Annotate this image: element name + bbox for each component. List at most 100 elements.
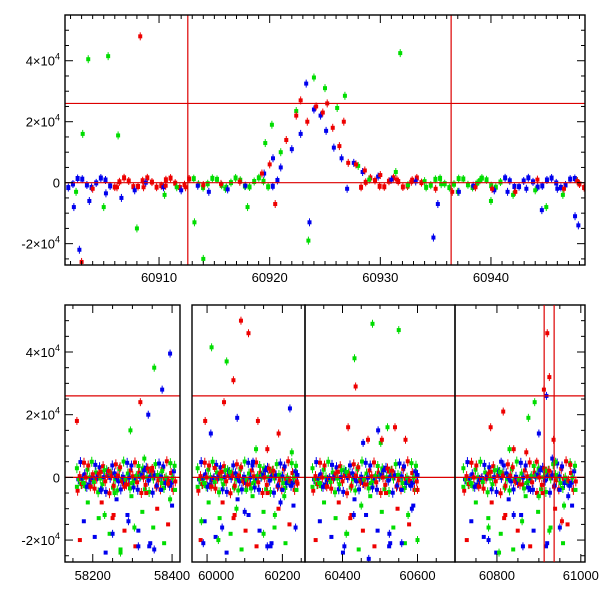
series-2 xyxy=(524,448,529,457)
data-point xyxy=(338,464,343,469)
data-point xyxy=(198,538,203,543)
data-point xyxy=(216,538,221,543)
data-point xyxy=(273,202,278,207)
data-point xyxy=(368,463,373,468)
data-point xyxy=(560,464,565,469)
data-point xyxy=(393,170,398,175)
data-point xyxy=(562,481,567,486)
data-point xyxy=(508,473,513,478)
data-point xyxy=(232,512,237,517)
data-point xyxy=(110,516,115,521)
data-point xyxy=(553,473,558,478)
data-point xyxy=(103,191,108,196)
data-point xyxy=(310,484,315,489)
data-point xyxy=(498,179,503,185)
series-0 xyxy=(118,548,123,557)
data-point xyxy=(349,512,354,517)
data-point xyxy=(75,488,80,493)
data-point xyxy=(208,431,213,436)
data-point xyxy=(150,490,155,495)
data-point xyxy=(239,487,244,492)
data-point xyxy=(400,481,405,486)
data-point xyxy=(289,147,294,152)
data-point xyxy=(530,480,535,485)
data-point xyxy=(557,487,562,492)
data-point xyxy=(153,462,158,467)
data-point xyxy=(522,486,527,491)
data-point xyxy=(207,463,212,468)
data-point xyxy=(573,214,578,219)
data-point xyxy=(119,477,124,482)
data-point xyxy=(161,464,166,469)
data-point xyxy=(507,178,512,184)
baseline-cluster xyxy=(195,456,300,555)
data-point xyxy=(568,471,573,476)
x-tick-label: 60400 xyxy=(324,568,360,583)
y-tick-label: 4×104 xyxy=(26,52,60,69)
series-0 xyxy=(415,536,420,545)
x-tick-label: 60910 xyxy=(141,270,177,285)
series-2 xyxy=(501,407,506,416)
data-point xyxy=(77,247,82,252)
data-point xyxy=(409,461,414,466)
data-point xyxy=(90,472,95,477)
data-point xyxy=(511,487,516,492)
data-point xyxy=(479,476,484,481)
data-point xyxy=(534,490,539,495)
data-point xyxy=(351,462,356,467)
data-point xyxy=(573,487,578,492)
data-point xyxy=(287,406,292,411)
data-point xyxy=(318,113,323,118)
data-point xyxy=(548,476,553,481)
data-point xyxy=(145,466,150,471)
data-point xyxy=(402,486,407,491)
data-point xyxy=(219,181,223,186)
series-0 xyxy=(168,495,173,504)
data-point xyxy=(249,468,254,473)
data-point xyxy=(317,481,322,486)
data-point xyxy=(405,183,410,188)
data-point xyxy=(486,471,491,476)
data-point xyxy=(336,469,340,474)
data-point xyxy=(289,483,294,488)
data-point xyxy=(353,384,358,389)
data-point xyxy=(473,185,478,190)
data-point xyxy=(342,93,347,98)
data-point xyxy=(369,474,374,479)
data-point xyxy=(111,512,116,517)
data-point xyxy=(399,541,404,546)
data-point xyxy=(284,481,289,486)
data-point xyxy=(493,184,498,190)
data-point xyxy=(168,351,173,356)
data-point xyxy=(277,478,282,483)
data-point xyxy=(340,550,345,555)
data-point xyxy=(390,490,395,495)
data-point xyxy=(140,509,145,514)
data-point xyxy=(106,54,111,59)
series-2 xyxy=(545,329,550,338)
data-point xyxy=(118,465,123,470)
data-point xyxy=(95,474,100,479)
data-point xyxy=(399,474,404,479)
data-point xyxy=(271,468,276,473)
series-0 xyxy=(526,413,531,422)
series-1 xyxy=(278,498,283,507)
data-point xyxy=(192,220,197,225)
data-point xyxy=(415,473,420,478)
data-point xyxy=(82,472,87,477)
data-point xyxy=(312,477,317,482)
data-point xyxy=(228,491,233,496)
series-1 xyxy=(536,429,541,438)
data-point xyxy=(84,182,89,188)
series-1 xyxy=(499,457,504,466)
data-point xyxy=(415,538,420,543)
data-point xyxy=(326,459,331,464)
data-point xyxy=(256,487,261,492)
data-point xyxy=(327,476,332,481)
data-point xyxy=(349,483,354,488)
data-point xyxy=(353,488,358,493)
data-point xyxy=(489,487,494,492)
series-1 xyxy=(208,429,213,438)
data-point xyxy=(134,226,139,231)
series-2 xyxy=(203,416,208,425)
